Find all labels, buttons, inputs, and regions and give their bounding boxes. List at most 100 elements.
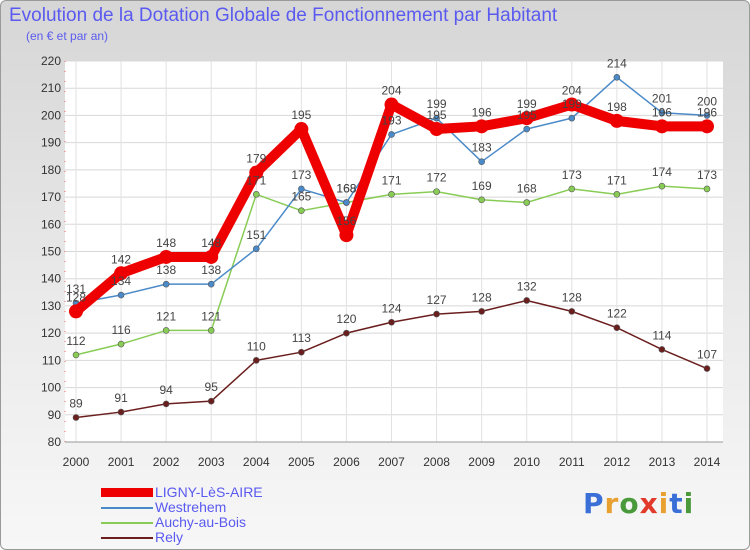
data-label: 199 bbox=[517, 97, 537, 111]
data-label: 204 bbox=[381, 84, 401, 98]
x-tick-label: 2004 bbox=[243, 455, 270, 469]
data-label: 120 bbox=[336, 312, 356, 326]
data-label: 156 bbox=[336, 214, 356, 228]
chart-title: Evolution de la Dotation Globale de Fonc… bbox=[9, 5, 558, 26]
data-label: 165 bbox=[291, 190, 311, 204]
data-label: 168 bbox=[517, 182, 537, 196]
legend-swatch bbox=[101, 522, 153, 524]
y-tick-label: 190 bbox=[41, 136, 61, 150]
data-label: 121 bbox=[201, 309, 221, 323]
data-point bbox=[252, 245, 260, 253]
proxiti-logo: Proxiti bbox=[583, 487, 694, 520]
y-tick-label: 210 bbox=[41, 81, 61, 95]
logo-letter: o bbox=[619, 487, 640, 520]
y-tick-label: 130 bbox=[41, 299, 61, 313]
x-tick-label: 2002 bbox=[153, 455, 180, 469]
data-label: 148 bbox=[156, 236, 176, 250]
data-point bbox=[478, 308, 485, 315]
data-label: 195 bbox=[427, 108, 447, 122]
y-tick-label: 140 bbox=[41, 272, 61, 286]
data-point bbox=[703, 365, 711, 372]
y-tick-label: 160 bbox=[41, 217, 61, 231]
legend-label: LIGNY-LèS-AIRE bbox=[155, 484, 263, 500]
data-point bbox=[388, 191, 395, 198]
y-tick-label: 100 bbox=[41, 381, 61, 395]
data-label: 195 bbox=[517, 108, 537, 122]
data-point bbox=[433, 188, 440, 195]
x-tick-label: 2007 bbox=[378, 455, 405, 469]
data-label: 172 bbox=[427, 171, 447, 185]
data-label: 121 bbox=[156, 309, 176, 323]
data-point bbox=[298, 185, 305, 193]
data-label: 214 bbox=[607, 56, 627, 70]
data-label: 200 bbox=[697, 94, 717, 108]
data-label: 198 bbox=[607, 100, 627, 114]
x-tick-label: 2013 bbox=[649, 455, 676, 469]
data-point bbox=[613, 324, 621, 332]
x-tick-label: 2005 bbox=[288, 455, 315, 469]
y-tick-label: 120 bbox=[41, 326, 61, 340]
data-label: 171 bbox=[607, 173, 627, 187]
data-label: 107 bbox=[697, 348, 717, 362]
chart-legend: LIGNY-LèS-AIRE Westrehem Auchy-au-Bois Rely bbox=[101, 484, 361, 545]
data-label: 91 bbox=[114, 391, 128, 405]
y-tick-label: 220 bbox=[41, 54, 61, 68]
data-point bbox=[249, 165, 264, 180]
logo-letter: t bbox=[669, 487, 684, 520]
data-point bbox=[69, 304, 83, 319]
data-point bbox=[523, 297, 531, 304]
data-label: 193 bbox=[381, 113, 401, 127]
data-label: 168 bbox=[336, 182, 356, 196]
data-point bbox=[478, 158, 485, 165]
y-tick-label: 170 bbox=[41, 190, 61, 204]
data-point bbox=[700, 119, 714, 134]
data-point bbox=[654, 119, 669, 134]
data-label: 148 bbox=[201, 236, 221, 250]
x-tick-label: 2014 bbox=[694, 455, 721, 469]
legend-swatch bbox=[101, 488, 153, 497]
logo-letter: P bbox=[583, 487, 605, 520]
data-label: 195 bbox=[291, 108, 311, 122]
data-point bbox=[568, 185, 576, 193]
data-point bbox=[388, 131, 395, 138]
legend-item: Auchy-au-Bois bbox=[101, 514, 361, 530]
data-label: 142 bbox=[111, 252, 131, 266]
y-tick-label: 110 bbox=[42, 353, 61, 367]
data-point bbox=[204, 249, 219, 264]
data-point bbox=[613, 74, 621, 81]
data-point bbox=[658, 182, 666, 190]
y-tick-label: 180 bbox=[41, 163, 61, 177]
x-tick-label: 2008 bbox=[423, 455, 450, 469]
data-point bbox=[568, 114, 576, 122]
data-point bbox=[703, 185, 711, 193]
data-label: 173 bbox=[291, 168, 311, 182]
data-point bbox=[72, 414, 80, 421]
x-tick-label: 2009 bbox=[468, 455, 495, 469]
y-tick-label: 90 bbox=[48, 408, 62, 422]
x-tick-label: 2001 bbox=[108, 455, 135, 469]
data-label: 169 bbox=[472, 179, 492, 193]
data-label: 112 bbox=[66, 334, 85, 348]
data-label: 196 bbox=[697, 105, 717, 119]
data-label: 171 bbox=[246, 173, 266, 187]
data-point bbox=[72, 351, 80, 359]
data-label: 132 bbox=[517, 279, 537, 293]
data-label: 94 bbox=[159, 383, 173, 397]
data-point bbox=[207, 327, 215, 334]
data-point bbox=[609, 113, 624, 128]
data-label: 173 bbox=[697, 168, 717, 182]
data-point bbox=[384, 97, 399, 112]
data-point bbox=[658, 109, 666, 117]
data-point bbox=[339, 228, 354, 243]
data-label: 171 bbox=[381, 173, 401, 187]
data-label: 131 bbox=[66, 282, 86, 296]
data-point bbox=[343, 199, 350, 206]
legend-label: Westrehem bbox=[155, 499, 227, 515]
data-label: 114 bbox=[652, 328, 671, 342]
data-label: 199 bbox=[562, 97, 582, 111]
data-label: 168 bbox=[336, 182, 356, 196]
data-point bbox=[429, 122, 444, 137]
data-point bbox=[388, 318, 395, 326]
data-label: 201 bbox=[652, 92, 672, 106]
